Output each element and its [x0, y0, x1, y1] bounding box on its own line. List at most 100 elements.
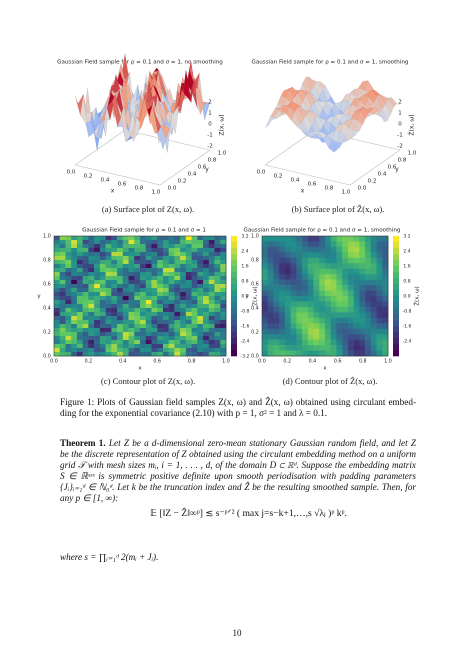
- contour-cell: [134, 264, 141, 269]
- contour-cell: [157, 276, 164, 281]
- contour-cell: [290, 339, 297, 346]
- contour-cell: [65, 292, 72, 297]
- contour-cell: [180, 352, 187, 357]
- contour-cell: [273, 339, 280, 346]
- contour-cell: [185, 312, 192, 317]
- contour-cell: [76, 244, 83, 249]
- contour-cell: [319, 241, 326, 248]
- contour-cell: [376, 241, 383, 248]
- contour-cell: [140, 260, 147, 265]
- contour-cell: [382, 312, 389, 319]
- contour-cell: [82, 304, 89, 309]
- contour-cell: [168, 276, 175, 281]
- contour-cell: [342, 236, 349, 242]
- contour-cell: [353, 241, 360, 248]
- contour-cell: [174, 260, 181, 265]
- colorbar-cell: [393, 350, 399, 357]
- contour-cell: [296, 241, 303, 248]
- contour-cell: [302, 350, 309, 357]
- contour-cell: [157, 336, 164, 341]
- contour-cell: [111, 288, 118, 293]
- contour-cell: [273, 306, 280, 313]
- contour-cell: [174, 340, 181, 345]
- contour-cell: [82, 292, 89, 297]
- contour-cell: [342, 328, 349, 335]
- contour-cell: [117, 332, 124, 337]
- contour-cell: [168, 328, 175, 333]
- contour-cell: [214, 324, 221, 329]
- contour-cell: [313, 339, 320, 346]
- contour-cell: [94, 240, 101, 245]
- contour-cell: [359, 317, 366, 324]
- contour-cell: [111, 272, 118, 277]
- colorbar-cell: [393, 266, 399, 273]
- contour-cell: [145, 324, 152, 329]
- contour-cell: [290, 323, 297, 330]
- contour-cell: [203, 268, 210, 273]
- contour-cell: [382, 290, 389, 297]
- contour-cell: [313, 263, 320, 270]
- contour-cell: [145, 328, 152, 333]
- contour-cell: [208, 296, 215, 301]
- contour-cell: [214, 248, 221, 253]
- contour-cell: [59, 256, 66, 261]
- contour-cell: [208, 280, 215, 285]
- y-axis-label: y: [205, 166, 209, 173]
- contour-cell: [151, 268, 158, 273]
- contour-cell: [370, 274, 377, 280]
- contour-cell: [279, 339, 286, 346]
- contour-cell: [220, 296, 227, 301]
- contour-cell: [117, 312, 124, 317]
- contour-cell: [88, 320, 95, 325]
- contour-cell: [208, 312, 215, 317]
- contour-cell: [191, 328, 198, 333]
- axis-edge: [74, 164, 161, 186]
- contour-cell: [162, 256, 169, 261]
- contour-cell: [134, 336, 141, 341]
- contour-cell: [325, 312, 332, 319]
- contour-cell: [336, 339, 343, 346]
- contour-cell: [325, 246, 332, 253]
- contour-cell: [71, 248, 78, 253]
- colorbar-cell: [393, 272, 399, 279]
- contour-cell: [151, 328, 158, 333]
- contour-cell: [157, 312, 164, 317]
- contour-cell: [296, 274, 303, 280]
- contour-cell: [220, 276, 227, 281]
- contour-cell: [279, 268, 286, 275]
- contour-cell: [376, 274, 383, 280]
- contour-cell: [128, 320, 135, 325]
- contour-cell: [191, 304, 198, 309]
- contour-cell: [162, 272, 169, 277]
- contour-cell: [382, 323, 389, 330]
- contour-cell: [180, 336, 187, 341]
- contour-cell: [134, 280, 141, 285]
- contour-cell: [296, 339, 303, 346]
- z-tick-label: -1: [397, 133, 402, 139]
- contour-cell: [134, 240, 141, 245]
- contour-cell: [117, 304, 124, 309]
- contour-cell: [145, 240, 152, 245]
- contour-cell: [220, 300, 227, 305]
- contour-cell: [336, 241, 343, 248]
- contour-cell: [168, 336, 175, 341]
- contour-cell: [191, 332, 198, 337]
- contour-cell: [185, 256, 192, 261]
- contour-cell: [262, 274, 269, 280]
- contour-cell: [313, 296, 320, 302]
- contour-cell: [353, 350, 360, 357]
- contour-cell: [191, 280, 198, 285]
- colorbar-tick-label: -1.6: [241, 324, 250, 330]
- contour-cell: [284, 246, 291, 253]
- contour-cell: [151, 352, 158, 357]
- contour-cell: [214, 316, 221, 321]
- contour-cell: [82, 344, 89, 349]
- contour-cell: [319, 274, 326, 280]
- contour-cell: [71, 284, 78, 289]
- contour-cell: [336, 345, 343, 351]
- contour-cell: [214, 344, 221, 349]
- contour-cell: [54, 256, 61, 261]
- contour-cell: [313, 323, 320, 330]
- contour-cell: [71, 280, 78, 285]
- contour-cell: [111, 344, 118, 349]
